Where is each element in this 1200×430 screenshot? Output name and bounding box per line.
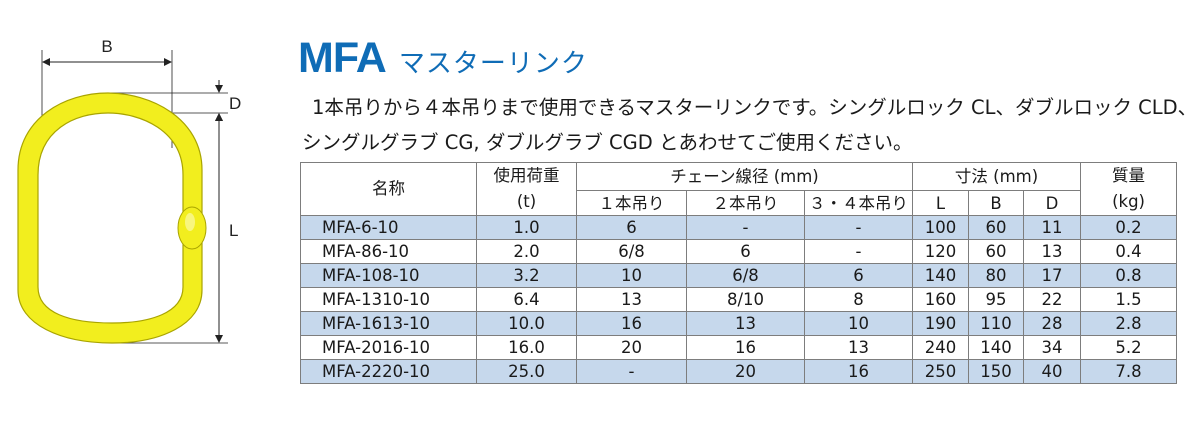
- cell-dim-b: 140: [968, 335, 1025, 360]
- cell-chain-2: 8/10: [686, 287, 805, 312]
- cell-load: 6.4: [476, 287, 577, 312]
- cell-mass: 5.2: [1080, 335, 1178, 360]
- master-link-ring-icon: [17, 92, 203, 344]
- cell-load: 3.2: [476, 263, 577, 288]
- cell-name: MFA-6-10: [300, 215, 477, 240]
- header-chain-2: ２本吊り: [686, 190, 805, 216]
- cell-dim-d: 13: [1023, 239, 1082, 264]
- cell-dim-b: 60: [968, 215, 1025, 240]
- cell-load: 10.0: [476, 311, 577, 336]
- cell-mass: 7.8: [1080, 359, 1178, 384]
- cell-dim-d: 34: [1023, 335, 1082, 360]
- cell-load: 2.0: [476, 239, 577, 264]
- header-load-unit: (t): [516, 192, 537, 211]
- dim-label-d: D: [229, 94, 241, 113]
- description-line-2: シングルグラブ CG, ダブルグラブ CGD とあわせてご使用ください。: [302, 131, 913, 154]
- header-load-title: 使用荷重: [493, 166, 560, 185]
- cell-chain-1: 6: [576, 215, 687, 240]
- cell-dim-b: 150: [968, 359, 1025, 384]
- table-row: MFA-6-10 1.0 6 - - 100 60 11 0.2: [300, 215, 1178, 240]
- cell-chain-2: 20: [686, 359, 805, 384]
- table-row: MFA-2220-10 25.0 - 20 16 250 150 40 7.8: [300, 359, 1178, 384]
- cell-chain-1: 10: [576, 263, 687, 288]
- cell-chain-1: -: [576, 359, 687, 384]
- cell-dim-d: 28: [1023, 311, 1082, 336]
- cell-mass: 1.5: [1080, 287, 1178, 312]
- table-row: MFA-86-10 2.0 6/8 6 - 120 60 13 0.4: [300, 239, 1178, 264]
- cell-load: 25.0: [476, 359, 577, 384]
- cell-chain-2: 16: [686, 335, 805, 360]
- cell-chain-34: 13: [803, 335, 914, 360]
- header-name: 名称: [300, 162, 477, 216]
- cell-mass: 0.2: [1080, 215, 1178, 240]
- header-mass-unit: (kg): [1112, 192, 1145, 211]
- cell-chain-2: 6: [686, 239, 805, 264]
- page-title: MFA マスターリンク: [298, 34, 588, 84]
- cell-chain-1: 16: [576, 311, 687, 336]
- cell-chain-2: -: [686, 215, 805, 240]
- cell-mass: 0.4: [1080, 239, 1178, 264]
- cell-chain-34: 8: [803, 287, 914, 312]
- header-chain-34: ３・４本吊り: [803, 190, 914, 216]
- cell-name: MFA-108-10: [300, 263, 477, 288]
- cell-chain-2: 6/8: [686, 263, 805, 288]
- product-name: マスターリンク: [398, 49, 588, 79]
- table-row: MFA-1310-10 6.4 13 8/10 8 160 95 22 1.5: [300, 287, 1178, 312]
- product-code: MFA: [298, 34, 387, 82]
- cell-dim-l: 160: [912, 287, 970, 312]
- spec-table: 名称 使用荷重 (t) チェーン線径 (mm) 寸法 (mm) 質量 (kg) …: [300, 161, 1178, 384]
- cell-name: MFA-2016-10: [300, 335, 477, 360]
- cell-dim-l: 120: [912, 239, 970, 264]
- cell-load: 1.0: [476, 215, 577, 240]
- cell-dim-d: 40: [1023, 359, 1082, 384]
- header-dim-b: B: [968, 190, 1025, 216]
- cell-dim-b: 80: [968, 263, 1025, 288]
- dim-label-l: L: [229, 221, 238, 240]
- cell-dim-d: 22: [1023, 287, 1082, 312]
- header-chain-group: チェーン線径 (mm): [575, 161, 914, 192]
- cell-chain-34: 10: [803, 311, 914, 336]
- cell-dim-l: 100: [912, 215, 970, 240]
- cell-name: MFA-1613-10: [300, 311, 477, 336]
- cell-dim-b: 95: [968, 287, 1025, 312]
- cell-chain-2: 13: [686, 311, 805, 336]
- cell-chain-34: 16: [803, 359, 914, 384]
- header-load: 使用荷重 (t): [476, 162, 577, 216]
- header-dim-d: D: [1023, 190, 1082, 216]
- table-row: MFA-2016-10 16.0 20 16 13 240 140 34 5.2: [300, 335, 1178, 360]
- header-dim-l: L: [912, 190, 970, 216]
- cell-name: MFA-86-10: [300, 239, 477, 264]
- cell-dim-l: 140: [912, 263, 970, 288]
- cell-name: MFA-1310-10: [300, 287, 477, 312]
- cell-chain-34: 6: [803, 263, 914, 288]
- header-dims-group: 寸法 (mm): [912, 161, 1082, 192]
- cell-load: 16.0: [476, 335, 577, 360]
- cell-mass: 2.8: [1080, 311, 1178, 336]
- cell-chain-34: -: [803, 215, 914, 240]
- cell-dim-l: 190: [912, 311, 970, 336]
- header-mass: 質量 (kg): [1080, 162, 1178, 216]
- description-line-1: 1本吊りから４本吊りまで使用できるマスターリンクです。シングルロック CL、ダブ…: [312, 96, 1198, 119]
- header-mass-title: 質量: [1112, 166, 1146, 185]
- cell-chain-1: 13: [576, 287, 687, 312]
- cell-dim-d: 17: [1023, 263, 1082, 288]
- cell-chain-1: 6/8: [576, 239, 687, 264]
- cell-dim-l: 250: [912, 359, 970, 384]
- cell-chain-1: 20: [576, 335, 687, 360]
- dim-label-b: B: [101, 37, 112, 56]
- cell-dim-b: 110: [968, 311, 1025, 336]
- table-row: MFA-1613-10 10.0 16 13 10 190 110 28 2.8: [300, 311, 1178, 336]
- header-chain-1: １本吊り: [576, 190, 687, 216]
- cell-dim-l: 240: [912, 335, 970, 360]
- weld-highlight-icon: [185, 213, 195, 231]
- master-link-figure: B D L: [17, 37, 241, 344]
- cell-name: MFA-2220-10: [300, 359, 477, 384]
- table-row: MFA-108-10 3.2 10 6/8 6 140 80 17 0.8: [300, 263, 1178, 288]
- cell-dim-b: 60: [968, 239, 1025, 264]
- product-description: 1本吊りから４本吊りまで使用できるマスターリンクです。シングルロック CL、ダブ…: [302, 90, 1197, 160]
- cell-chain-34: -: [803, 239, 914, 264]
- cell-mass: 0.8: [1080, 263, 1178, 288]
- cell-dim-d: 11: [1023, 215, 1082, 240]
